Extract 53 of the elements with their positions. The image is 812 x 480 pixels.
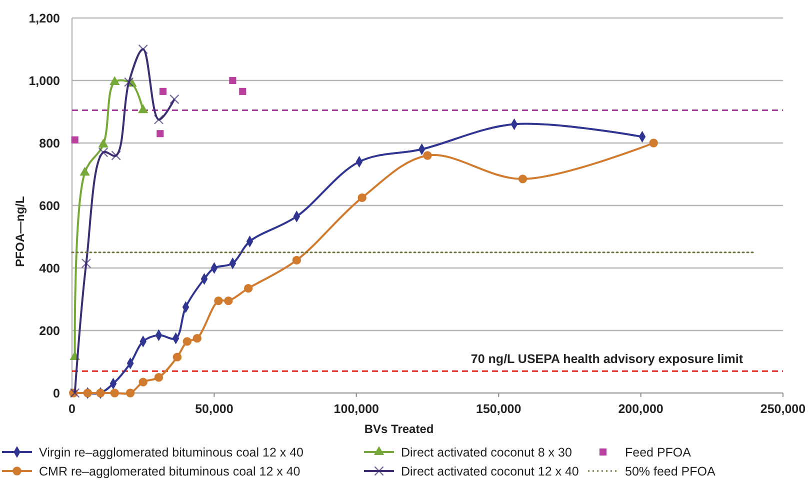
legend-label: Direct activated coconut 12 x 40 [401, 464, 579, 478]
ref-line-label: 70 ng/L USEPA health advisory exposure limit [470, 352, 744, 366]
point [154, 373, 164, 382]
legend-label: CMR re–agglomerated bituminous coal 12 x 40 [39, 464, 300, 478]
y-tick-label: 200 [39, 324, 60, 338]
legend-label: Direct activated coconut 8 x 30 [401, 446, 572, 460]
x-tick-label: 100,000 [334, 402, 380, 416]
x-tick-label: 200,000 [618, 402, 664, 416]
y-tick-label: 400 [39, 262, 60, 276]
x-tick-label: 50,000 [195, 402, 234, 416]
x-tick-label: 0 [68, 402, 76, 416]
legend-label: 50% feed PFOA [625, 464, 716, 478]
point [214, 296, 223, 306]
point [138, 44, 148, 54]
legend-label: Feed PFOA [625, 446, 692, 460]
point [124, 77, 134, 87]
point [172, 352, 182, 362]
point [244, 284, 253, 293]
y-tick-label: 600 [39, 199, 60, 213]
point [182, 337, 192, 346]
point [518, 174, 528, 184]
point [126, 388, 135, 398]
y-axis-title: PFOA—ng/L [13, 196, 27, 267]
point [239, 88, 246, 95]
point [110, 388, 120, 398]
x-tick-label: 250,000 [760, 402, 806, 416]
legend-label: Virgin re–agglomerated bituminous coal 12 x 40 [39, 446, 304, 460]
point [169, 94, 180, 104]
point [111, 150, 121, 160]
point [98, 138, 108, 148]
y-tick-label: 1,000 [28, 74, 60, 88]
point [229, 76, 236, 84]
point [110, 76, 120, 86]
point [649, 138, 658, 148]
point [192, 334, 202, 343]
point [292, 256, 302, 265]
point [98, 147, 108, 158]
point [138, 104, 148, 114]
point [71, 136, 78, 144]
point [154, 114, 164, 124]
point [159, 88, 167, 95]
point [138, 378, 148, 386]
x-axis-title: BVs Treated [364, 422, 434, 436]
point [224, 296, 233, 306]
point [156, 130, 164, 138]
y-tick-label: 1,200 [28, 12, 60, 26]
x-tick-label: 150,000 [476, 402, 522, 416]
point [81, 258, 92, 268]
point [358, 193, 366, 202]
point [423, 151, 432, 160]
point [80, 166, 90, 176]
y-tick-label: 0 [53, 386, 60, 400]
y-tick-label: 800 [39, 136, 60, 150]
